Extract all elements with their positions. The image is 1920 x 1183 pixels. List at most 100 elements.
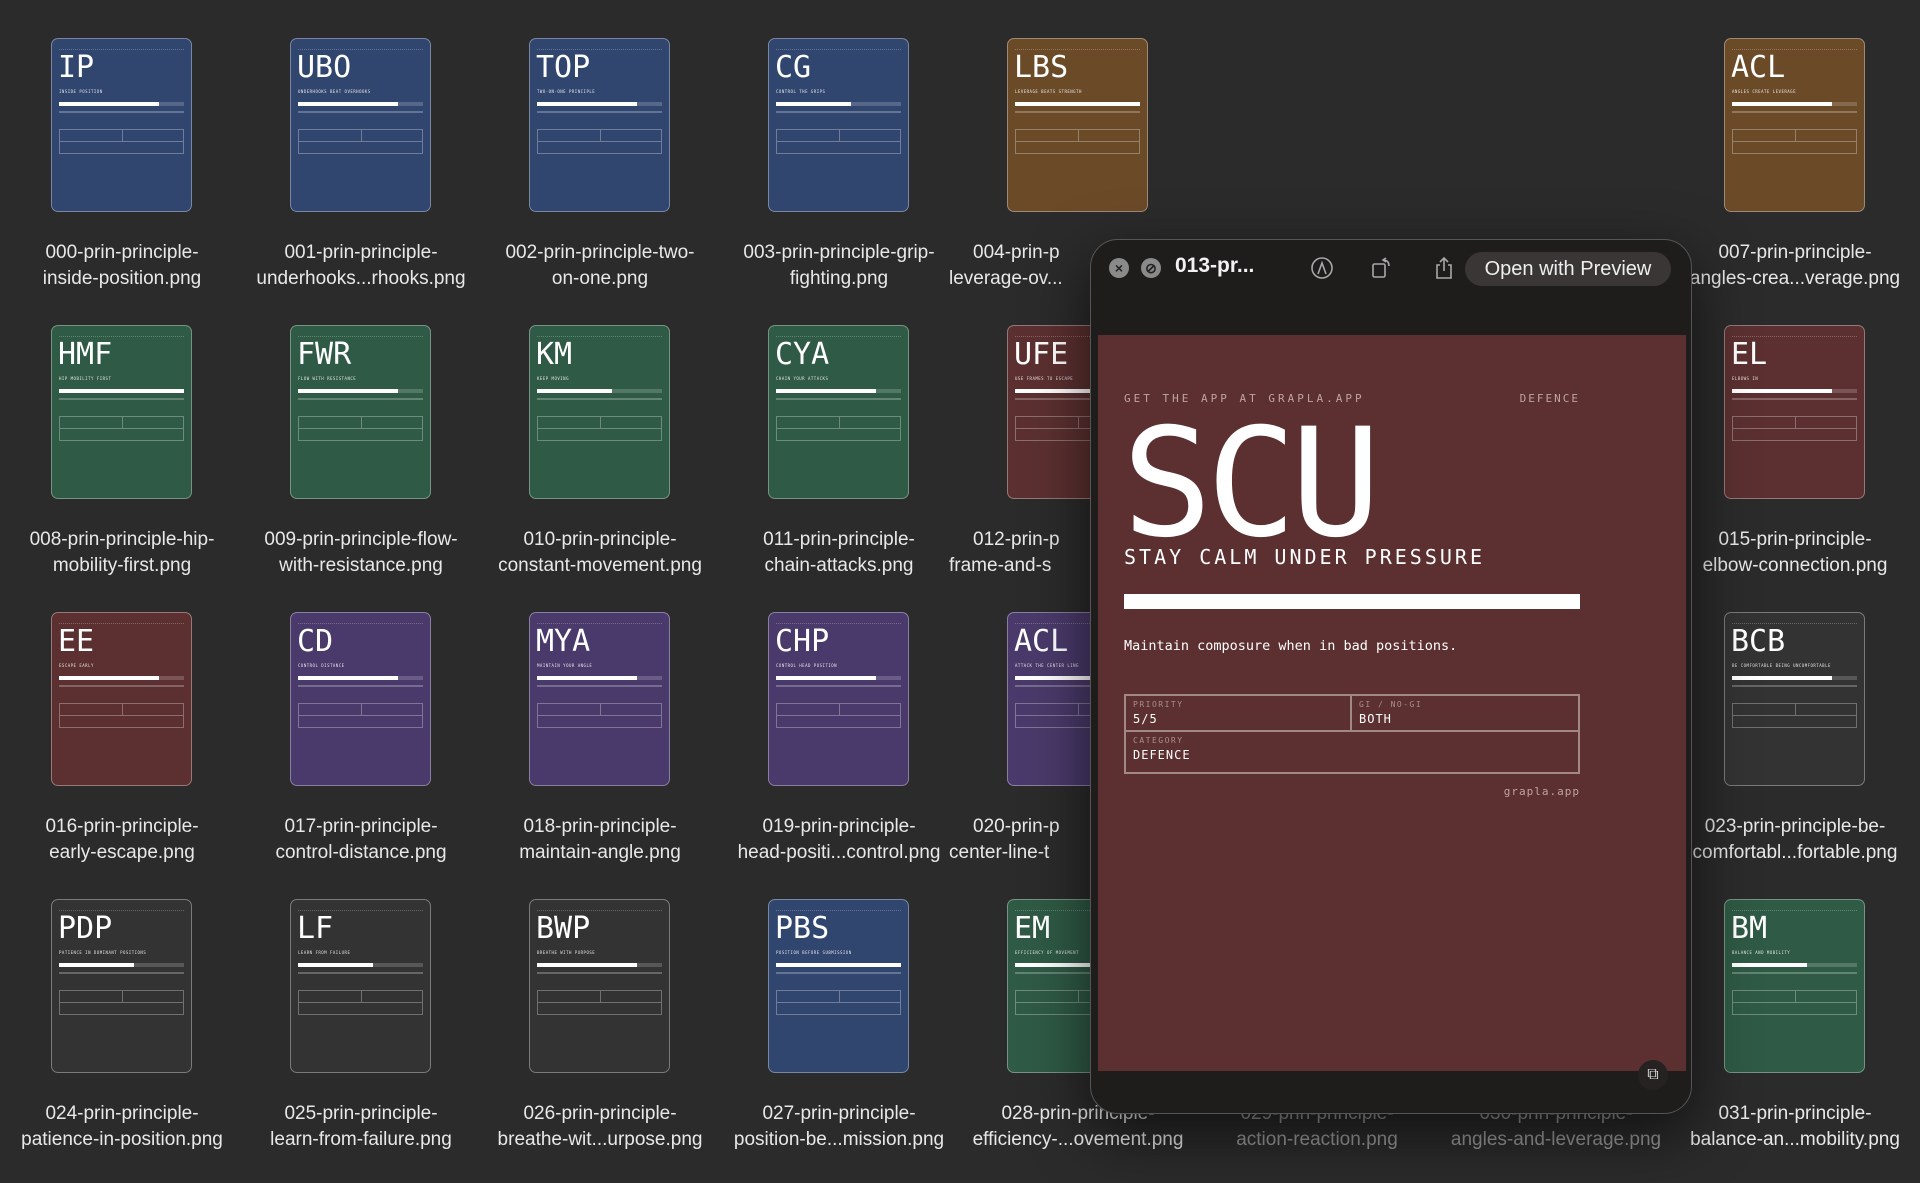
file-name-line: 009-prin-principle-flow- <box>264 529 458 550</box>
file-thumbnail[interactable]: PDP PATIENCE IN DOMINANT POSITIONS <box>51 899 192 1073</box>
file-name[interactable]: 026-prin-principle-breathe-wit...urpose.… <box>481 1101 719 1153</box>
file-name[interactable]: 018-prin-principle-maintain-angle.png <box>481 814 719 866</box>
preview-image: GET THE APP AT GRAPLA.APP DEFENCE SCU ST… <box>1098 335 1686 1071</box>
card-category-tag: DEFENCE <box>1519 392 1580 405</box>
thumbnail-subtitle: HIP MOBILITY FIRST <box>59 376 112 381</box>
file-name[interactable]: 007-prin-principle-angles-crea...verage.… <box>1676 240 1914 292</box>
file-name[interactable]: 025-prin-principle-learn-from-failure.pn… <box>242 1101 480 1153</box>
share-icon[interactable] <box>1431 255 1457 281</box>
thumbnail-priority-bar <box>776 389 901 393</box>
file-name[interactable]: 031-prin-principle-balance-an...mobility… <box>1676 1101 1914 1153</box>
thumbnail-abbreviation: CG <box>775 50 812 85</box>
thumbnail-priority-fill <box>537 963 637 967</box>
file-name[interactable]: 023-prin-principle-be-comfortabl...forta… <box>1676 814 1914 866</box>
file-thumbnail[interactable]: CG CONTROL THE GRIPS <box>768 38 909 212</box>
file-name-line: mobility-first.png <box>52 555 192 576</box>
thumbnail-subtitle: LEARN FROM FAILURE <box>298 950 351 955</box>
file-name-line: angles-and-leverage.png <box>1450 1129 1662 1150</box>
thumbnail-priority-fill <box>1732 676 1832 680</box>
thumbnail-abbreviation: CYA <box>775 337 830 372</box>
file-name[interactable]: 000-prin-principle-inside-position.png <box>3 240 241 292</box>
thumbnail-priority-fill <box>298 102 398 106</box>
thumbnail-info-table <box>298 703 423 728</box>
file-name[interactable]: 003-prin-principle-grip-fighting.png <box>720 240 958 292</box>
file-thumbnail[interactable]: BWP BREATHE WITH PURPOSE <box>529 899 670 1073</box>
thumbnail-priority-fill <box>1732 389 1832 393</box>
file-name[interactable]: 012-prin-p frame-and-s <box>949 527 1187 579</box>
thumbnail-priority-fill <box>776 676 876 680</box>
thumbnail-description <box>776 111 901 113</box>
category-cell: CATEGORY DEFENCE <box>1126 732 1578 766</box>
file-name-line: 018-prin-principle- <box>523 816 677 837</box>
file-name[interactable]: 002-prin-principle-two-on-one.png <box>481 240 719 292</box>
file-thumbnail[interactable]: TOP TWO-ON-ONE PRINCIPLE <box>529 38 670 212</box>
markup-icon[interactable] <box>1309 255 1335 281</box>
file-thumbnail[interactable]: PBS POSITION BEFORE SUBMISSION <box>768 899 909 1073</box>
rotate-icon[interactable] <box>1369 255 1395 281</box>
thumbnail-description <box>298 398 423 400</box>
file-name-line: action-reaction.png <box>1236 1129 1398 1150</box>
file-name[interactable]: 019-prin-principle-head-positi...control… <box>720 814 958 866</box>
file-name-line: patience-in-position.png <box>21 1129 223 1150</box>
file-name-line: comfortabl...fortable.png <box>1692 842 1898 863</box>
file-thumbnail[interactable]: ACL ANGLES CREATE LEVERAGE <box>1724 38 1865 212</box>
thumbnail-info-table <box>776 703 901 728</box>
thumbnail-priority-fill <box>1732 963 1807 967</box>
thumbnail-info-table <box>59 990 184 1015</box>
file-name-line: 003-prin-principle-grip- <box>743 242 935 263</box>
file-name[interactable]: 008-prin-principle-hip-mobility-first.pn… <box>3 527 241 579</box>
file-name-line: efficiency-...ovement.png <box>972 1129 1184 1150</box>
thumbnail-description <box>298 111 423 113</box>
thumbnail-abbreviation: ACL <box>1014 624 1069 659</box>
file-thumbnail[interactable]: FWR FLOW WITH RESISTANCE <box>290 325 431 499</box>
file-thumbnail[interactable]: BM BALANCE AND MOBILITY <box>1724 899 1865 1073</box>
file-name[interactable]: 017-prin-principle-control-distance.png <box>242 814 480 866</box>
gi-label: GI / NO-GI <box>1359 700 1423 709</box>
close-icon[interactable]: × <box>1109 258 1129 278</box>
thumbnail-header <box>59 49 184 53</box>
file-name[interactable]: 009-prin-principle-flow-with-resistance.… <box>242 527 480 579</box>
file-thumbnail[interactable]: CHP CONTROL HEAD POSITION <box>768 612 909 786</box>
file-name-line: center-line-t <box>949 842 1050 863</box>
thumbnail-priority-bar <box>1732 102 1857 106</box>
thumbnail-header <box>298 49 423 53</box>
file-name[interactable]: 024-prin-principle-patience-in-position.… <box>3 1101 241 1153</box>
priority-bar <box>1124 594 1580 609</box>
file-thumbnail[interactable]: EE ESCAPE EARLY <box>51 612 192 786</box>
file-name[interactable]: 011-prin-principle-chain-attacks.png <box>720 527 958 579</box>
live-text-icon[interactable]: ⧉ <box>1638 1060 1668 1090</box>
thumbnail-subtitle: USE FRAMES TO ESCAPE <box>1015 376 1074 381</box>
file-name[interactable]: 015-prin-principle-elbow-connection.png <box>1676 527 1914 579</box>
open-with-preview-button[interactable]: Open with Preview <box>1465 252 1671 286</box>
file-thumbnail[interactable]: HMF HIP MOBILITY FIRST <box>51 325 192 499</box>
thumbnail-abbreviation: KM <box>536 337 573 372</box>
thumbnail-abbreviation: UBO <box>297 50 352 85</box>
file-thumbnail[interactable]: CD CONTROL DISTANCE <box>290 612 431 786</box>
file-thumbnail[interactable]: MYA MAINTAIN YOUR ANGLE <box>529 612 670 786</box>
thumbnail-priority-bar <box>1015 102 1140 106</box>
file-thumbnail[interactable]: IP INSIDE POSITION <box>51 38 192 212</box>
file-thumbnail[interactable]: UBO UNDERHOOKS BEAT OVERHOOKS <box>290 38 431 212</box>
file-name[interactable]: 004-prin-p leverage-ov... <box>949 240 1187 292</box>
file-thumbnail[interactable]: CYA CHAIN YOUR ATTACKS <box>768 325 909 499</box>
thumbnail-description <box>776 398 901 400</box>
fullscreen-icon[interactable]: ⊘ <box>1141 258 1161 278</box>
file-name[interactable]: 027-prin-principle-position-be...mission… <box>720 1101 958 1153</box>
thumbnail-info-table <box>298 416 423 441</box>
file-name-line: 010-prin-principle- <box>523 529 677 550</box>
file-thumbnail[interactable]: LF LEARN FROM FAILURE <box>290 899 431 1073</box>
thumbnail-priority-bar <box>298 102 423 106</box>
file-thumbnail[interactable]: BCB BE COMFORTABLE BEING UNCOMFORTABLE <box>1724 612 1865 786</box>
file-thumbnail[interactable]: LBS LEVERAGE BEATS STRENGTH <box>1007 38 1148 212</box>
thumbnail-header <box>776 623 901 627</box>
file-name[interactable]: 020-prin-p center-line-t <box>949 814 1187 866</box>
thumbnail-info-table <box>59 703 184 728</box>
file-name[interactable]: 010-prin-principle-constant-movement.png <box>481 527 719 579</box>
file-name-line: 031-prin-principle- <box>1718 1103 1872 1124</box>
file-thumbnail[interactable]: EL ELBOWS IN <box>1724 325 1865 499</box>
file-thumbnail[interactable]: KM KEEP MOVING <box>529 325 670 499</box>
thumbnail-priority-bar <box>537 676 662 680</box>
thumbnail-header <box>776 910 901 914</box>
file-name[interactable]: 016-prin-principle-early-escape.png <box>3 814 241 866</box>
file-name[interactable]: 001-prin-principle-underhooks...rhooks.p… <box>242 240 480 292</box>
